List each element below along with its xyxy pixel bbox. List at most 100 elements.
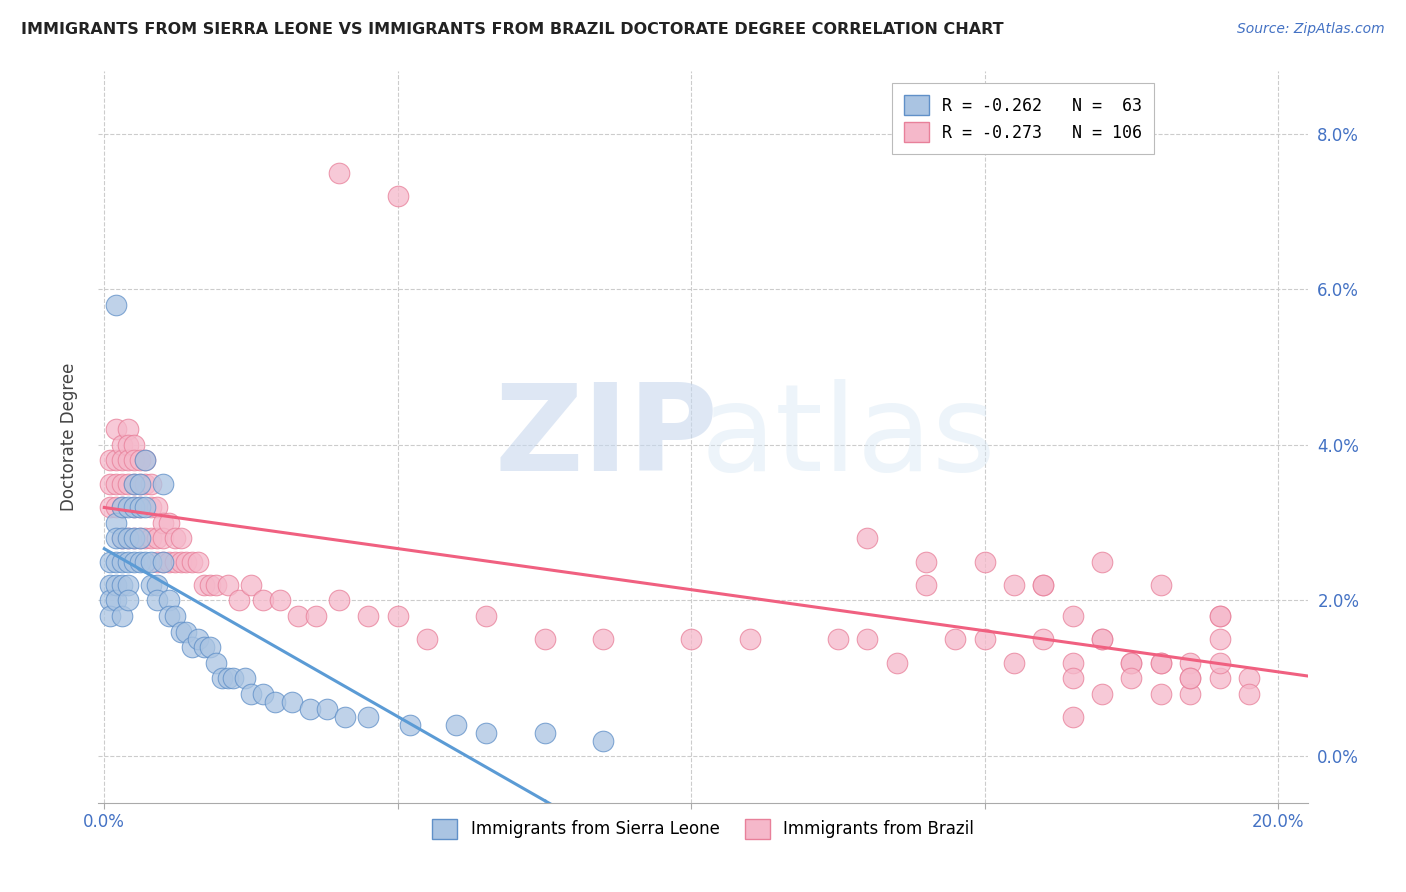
Point bbox=[111, 531, 134, 545]
Point bbox=[111, 500, 134, 515]
Point bbox=[117, 593, 139, 607]
Point bbox=[1208, 609, 1230, 624]
Point bbox=[856, 531, 879, 545]
Point bbox=[169, 531, 191, 545]
Point bbox=[117, 476, 139, 491]
Point bbox=[198, 640, 221, 655]
Point bbox=[681, 632, 703, 647]
Point bbox=[128, 500, 150, 515]
Point bbox=[146, 531, 169, 545]
Point bbox=[228, 593, 250, 607]
Point bbox=[357, 609, 380, 624]
Point bbox=[1062, 656, 1084, 670]
Point bbox=[287, 609, 309, 624]
Point bbox=[204, 656, 226, 670]
Point bbox=[98, 609, 121, 624]
Point bbox=[1002, 656, 1025, 670]
Point bbox=[152, 531, 174, 545]
Text: IMMIGRANTS FROM SIERRA LEONE VS IMMIGRANTS FROM BRAZIL DOCTORATE DEGREE CORRELAT: IMMIGRANTS FROM SIERRA LEONE VS IMMIGRAN… bbox=[21, 22, 1004, 37]
Point bbox=[475, 725, 498, 739]
Point bbox=[128, 500, 150, 515]
Point bbox=[1150, 656, 1173, 670]
Point bbox=[117, 555, 139, 569]
Point bbox=[117, 438, 139, 452]
Point bbox=[333, 710, 356, 724]
Point bbox=[233, 671, 256, 685]
Point bbox=[146, 555, 169, 569]
Point bbox=[1121, 671, 1143, 685]
Point bbox=[98, 593, 121, 607]
Point bbox=[1180, 671, 1202, 685]
Point bbox=[122, 476, 145, 491]
Point bbox=[1121, 656, 1143, 670]
Point bbox=[141, 476, 163, 491]
Point bbox=[141, 531, 163, 545]
Point bbox=[328, 165, 350, 179]
Point bbox=[111, 555, 134, 569]
Point bbox=[416, 632, 439, 647]
Point bbox=[98, 453, 121, 467]
Point bbox=[398, 718, 420, 732]
Point bbox=[98, 555, 121, 569]
Point bbox=[111, 453, 134, 467]
Point bbox=[1237, 687, 1260, 701]
Point bbox=[217, 671, 239, 685]
Point bbox=[98, 500, 121, 515]
Point bbox=[193, 640, 215, 655]
Point bbox=[187, 632, 209, 647]
Point bbox=[169, 624, 191, 639]
Point bbox=[111, 578, 134, 592]
Point bbox=[117, 531, 139, 545]
Point bbox=[1091, 632, 1114, 647]
Point bbox=[533, 725, 555, 739]
Point bbox=[252, 687, 274, 701]
Point bbox=[122, 500, 145, 515]
Point bbox=[1150, 687, 1173, 701]
Point bbox=[117, 531, 139, 545]
Point bbox=[134, 453, 156, 467]
Point bbox=[134, 476, 156, 491]
Point bbox=[1237, 671, 1260, 685]
Point bbox=[134, 500, 156, 515]
Point bbox=[146, 578, 169, 592]
Point bbox=[122, 531, 145, 545]
Point bbox=[122, 500, 145, 515]
Point bbox=[163, 609, 186, 624]
Point bbox=[117, 500, 139, 515]
Point bbox=[222, 671, 245, 685]
Point bbox=[1208, 656, 1230, 670]
Point bbox=[152, 476, 174, 491]
Point bbox=[134, 531, 156, 545]
Point bbox=[157, 593, 180, 607]
Point bbox=[122, 555, 145, 569]
Point bbox=[1180, 687, 1202, 701]
Point bbox=[263, 695, 285, 709]
Point bbox=[157, 609, 180, 624]
Point bbox=[176, 555, 198, 569]
Point bbox=[1002, 578, 1025, 592]
Point bbox=[1062, 671, 1084, 685]
Point bbox=[181, 640, 204, 655]
Point bbox=[117, 578, 139, 592]
Point bbox=[446, 718, 468, 732]
Point bbox=[915, 578, 938, 592]
Point bbox=[111, 531, 134, 545]
Point bbox=[915, 555, 938, 569]
Point bbox=[281, 695, 304, 709]
Point bbox=[592, 632, 614, 647]
Point bbox=[152, 555, 174, 569]
Point bbox=[152, 555, 174, 569]
Point bbox=[105, 476, 128, 491]
Point bbox=[105, 516, 128, 530]
Point bbox=[1091, 632, 1114, 647]
Point bbox=[105, 531, 128, 545]
Point bbox=[240, 687, 263, 701]
Point bbox=[105, 593, 128, 607]
Point bbox=[105, 422, 128, 436]
Point bbox=[298, 702, 321, 716]
Legend: Immigrants from Sierra Leone, Immigrants from Brazil: Immigrants from Sierra Leone, Immigrants… bbox=[426, 812, 980, 846]
Point bbox=[105, 578, 128, 592]
Point bbox=[105, 453, 128, 467]
Point bbox=[1121, 656, 1143, 670]
Point bbox=[387, 189, 409, 203]
